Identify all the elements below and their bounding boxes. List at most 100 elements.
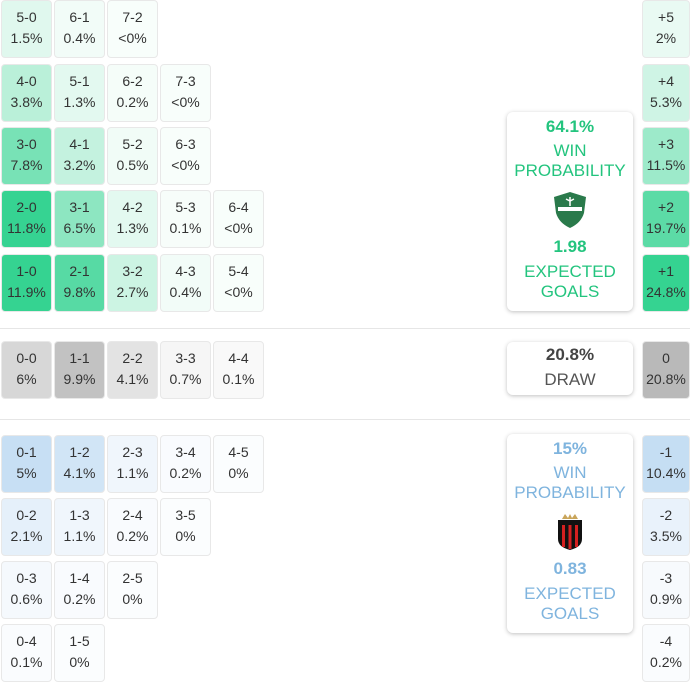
score-label: 7-3: [175, 73, 196, 89]
score-cell-3-4: 3-4 0.2%: [160, 435, 211, 493]
score-cell-0-4: 0-4 0.1%: [1, 624, 52, 682]
away-win-pct: 15%: [552, 439, 588, 458]
score-probability: 0.4%: [169, 284, 202, 300]
score-probability: 3.8%: [10, 94, 43, 110]
home-win-label-2: PROBABILITY: [514, 161, 626, 180]
score-label: 1-3: [69, 507, 90, 523]
draw-label: DRAW: [544, 370, 596, 389]
score-probability: 4.1%: [116, 371, 149, 387]
home-xg: 1.98: [553, 237, 587, 256]
score-cell-0-3: 0-3 0.6%: [1, 561, 52, 619]
score-probability: 11.9%: [7, 284, 46, 300]
score-probability: 1.3%: [116, 220, 149, 236]
score-label: 1-1: [69, 350, 90, 366]
score-label: 0-4: [16, 633, 37, 649]
score-probability: 3.2%: [63, 157, 96, 173]
score-cell-0-1: 0-1 5%: [1, 435, 52, 493]
score-label: 0-3: [16, 570, 37, 586]
score-cell-5-2: 5-2 0.5%: [107, 127, 158, 185]
score-cell-plus5: +5 2%: [642, 0, 690, 58]
score-label: -1: [659, 444, 673, 460]
score-cell-2-0: 2-0 11.8%: [1, 190, 52, 248]
score-label: 6-2: [122, 73, 143, 89]
score-cell-1-1: 1-1 9.9%: [54, 341, 105, 399]
score-probability: 0.6%: [10, 591, 43, 607]
score-cell-0: 0 20.8%: [642, 341, 690, 399]
score-probability: 1.3%: [63, 94, 96, 110]
score-cell-4-4: 4-4 0.1%: [213, 341, 264, 399]
score-probability: 11.5%: [646, 157, 686, 173]
score-label: 5-1: [69, 73, 90, 89]
score-label: 4-3: [175, 263, 196, 279]
score-probability: 6%: [16, 371, 37, 387]
score-label: 4-1: [69, 136, 90, 152]
score-probability: 0.2%: [116, 528, 149, 544]
score-cell-3-2: 3-2 2.7%: [107, 254, 158, 312]
score-label: 3-2: [122, 263, 143, 279]
score-cell-plus1: +1 24.8%: [642, 254, 690, 312]
score-cell-1-5: 1-5 0%: [54, 624, 105, 682]
score-label: +5: [658, 9, 674, 25]
score-cell-4-1: 4-1 3.2%: [54, 127, 105, 185]
score-label: +1: [658, 263, 674, 279]
score-probability: <0%: [224, 284, 253, 300]
away-win-label: WIN: [553, 463, 587, 482]
score-probability: 0%: [228, 465, 249, 481]
score-probability: 0.5%: [116, 157, 149, 173]
score-cell-1-2: 1-2 4.1%: [54, 435, 105, 493]
score-cell-4-3: 4-3 0.4%: [160, 254, 211, 312]
score-probability: <0%: [224, 220, 253, 236]
home-win-pct: 64.1%: [545, 117, 595, 136]
score-label: 4-2: [122, 199, 143, 215]
score-probability: 0.2%: [116, 94, 149, 110]
score-probability: 2.1%: [10, 528, 43, 544]
score-cell-1-0: 1-0 11.9%: [1, 254, 52, 312]
score-cell-7-3: 7-3 <0%: [160, 64, 211, 122]
home-crest-icon: [554, 192, 586, 228]
score-probability: 0.9%: [650, 591, 682, 607]
score-label: 5-0: [16, 9, 37, 25]
score-label: 4-5: [228, 444, 249, 460]
score-cell-1-4: 1-4 0.2%: [54, 561, 105, 619]
score-label: 5-2: [122, 136, 143, 152]
score-cell-6-1: 6-1 0.4%: [54, 0, 105, 58]
score-label: -4: [659, 633, 673, 649]
score-probability: 2%: [655, 30, 677, 46]
away-xg-label: EXPECTED: [524, 584, 616, 603]
away-crest-icon: [558, 514, 582, 550]
score-cell-5-1: 5-1 1.3%: [54, 64, 105, 122]
home-xg-label: EXPECTED: [524, 262, 616, 281]
score-cell-plus2: +2 19.7%: [642, 190, 690, 248]
score-cell-0-0: 0-0 6%: [1, 341, 52, 399]
score-probability: 0.2%: [169, 465, 202, 481]
score-label: 6-3: [175, 136, 196, 152]
score-label: 1-5: [69, 633, 90, 649]
score-probability: 9.8%: [63, 284, 96, 300]
score-probability: 0%: [175, 528, 196, 544]
away-win-label-2: PROBABILITY: [514, 483, 626, 502]
score-cell-3-1: 3-1 6.5%: [54, 190, 105, 248]
score-probability: 3.5%: [650, 528, 682, 544]
score-label: +4: [658, 73, 674, 89]
score-cell-5-3: 5-3 0.1%: [160, 190, 211, 248]
score-cell-6-2: 6-2 0.2%: [107, 64, 158, 122]
score-cell-2-5: 2-5 0%: [107, 561, 158, 619]
home-xg-label-2: GOALS: [540, 282, 600, 301]
away-xg: 0.83: [553, 559, 587, 578]
score-cell-3-3: 3-3 0.7%: [160, 341, 211, 399]
score-label: 6-4: [228, 199, 249, 215]
score-label: 7-2: [122, 9, 143, 25]
score-label: -2: [659, 507, 673, 523]
score-cell-6-4: 6-4 <0%: [213, 190, 264, 248]
score-probability: <0%: [118, 30, 147, 46]
score-label: +3: [658, 136, 674, 152]
score-cell--3: -3 0.9%: [642, 561, 690, 619]
score-label: 1-0: [16, 263, 37, 279]
score-cell-plus3: +3 11.5%: [642, 127, 690, 185]
score-probability: 0.7%: [169, 371, 202, 387]
score-probability: 2.7%: [116, 284, 149, 300]
score-cell-5-4: 5-4 <0%: [213, 254, 264, 312]
score-label: 2-2: [122, 350, 143, 366]
away-xg-label-2: GOALS: [540, 604, 600, 623]
score-probability: 0.2%: [650, 654, 682, 670]
